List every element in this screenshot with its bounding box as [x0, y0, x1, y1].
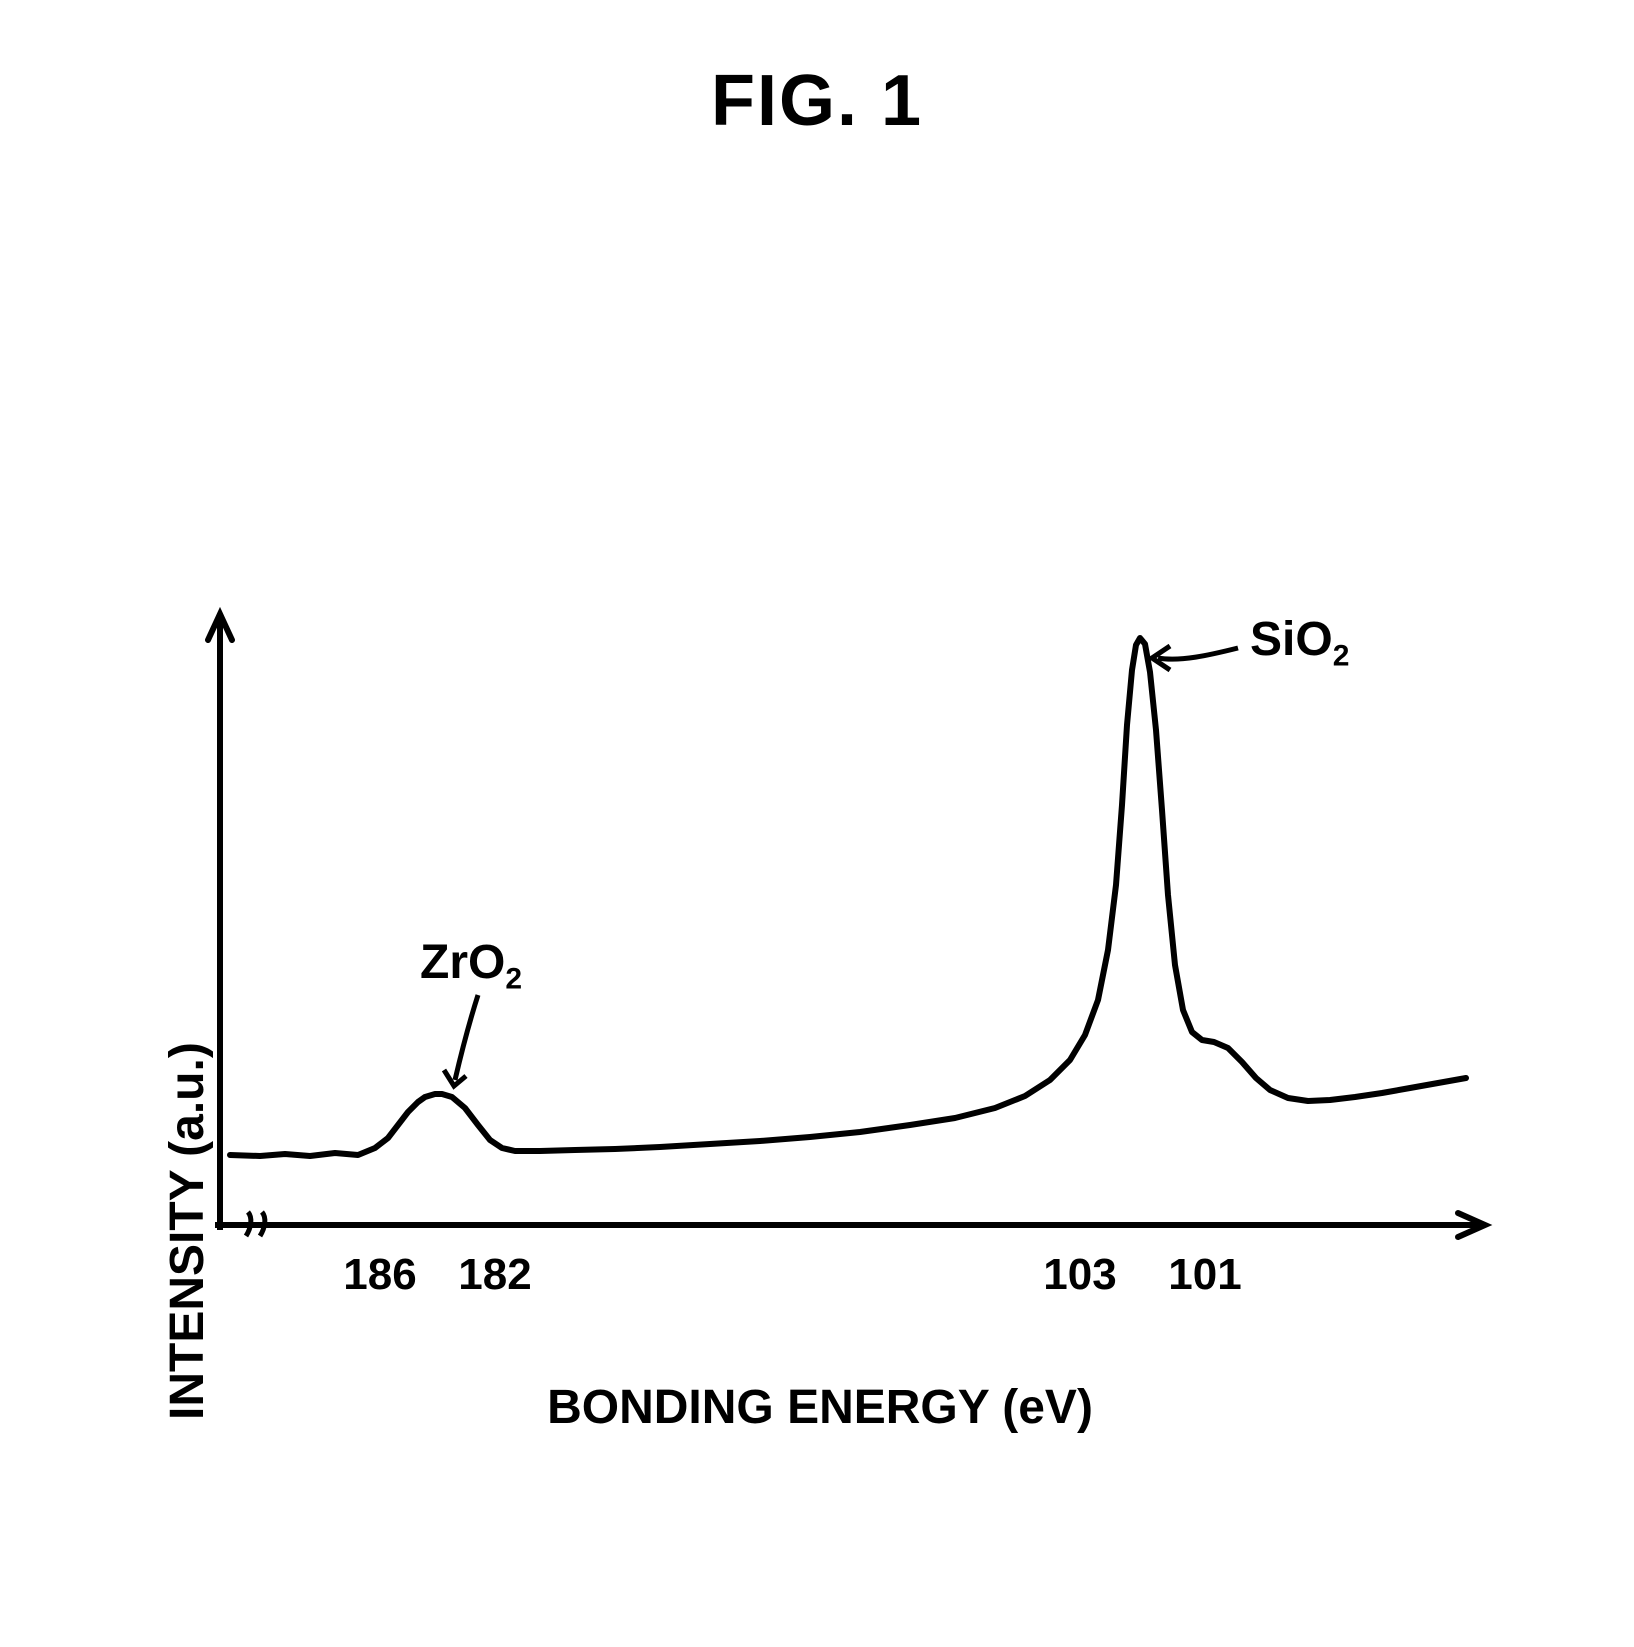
xps-spectrum-chart	[120, 600, 1520, 1300]
zro2-label: ZrO2	[420, 935, 522, 997]
y-axis-label: INTENSITY (a.u.)	[160, 1042, 215, 1420]
spectrum-curve	[230, 638, 1466, 1156]
figure-title: FIG. 1	[0, 60, 1634, 142]
sio2-label: SiO2	[1250, 612, 1349, 674]
page: FIG. 1	[0, 0, 1634, 1647]
x-tick-186: 186	[343, 1250, 416, 1300]
chart-container: 186 182 103 101 ZrO2 SiO2 INTENSITY (a.u…	[120, 600, 1520, 1450]
zro2-arrow	[444, 995, 478, 1086]
sio2-arrow	[1152, 646, 1238, 670]
sio2-label-sub: 2	[1333, 640, 1350, 673]
x-tick-103: 103	[1043, 1250, 1116, 1300]
x-tick-182: 182	[458, 1250, 531, 1300]
zro2-label-sub: 2	[505, 963, 522, 996]
x-tick-101: 101	[1168, 1250, 1241, 1300]
x-axis-label: BONDING ENERGY (eV)	[120, 1380, 1520, 1435]
x-axis	[215, 1212, 1485, 1237]
zro2-label-base: ZrO	[420, 936, 505, 989]
sio2-label-base: SiO	[1250, 613, 1333, 666]
